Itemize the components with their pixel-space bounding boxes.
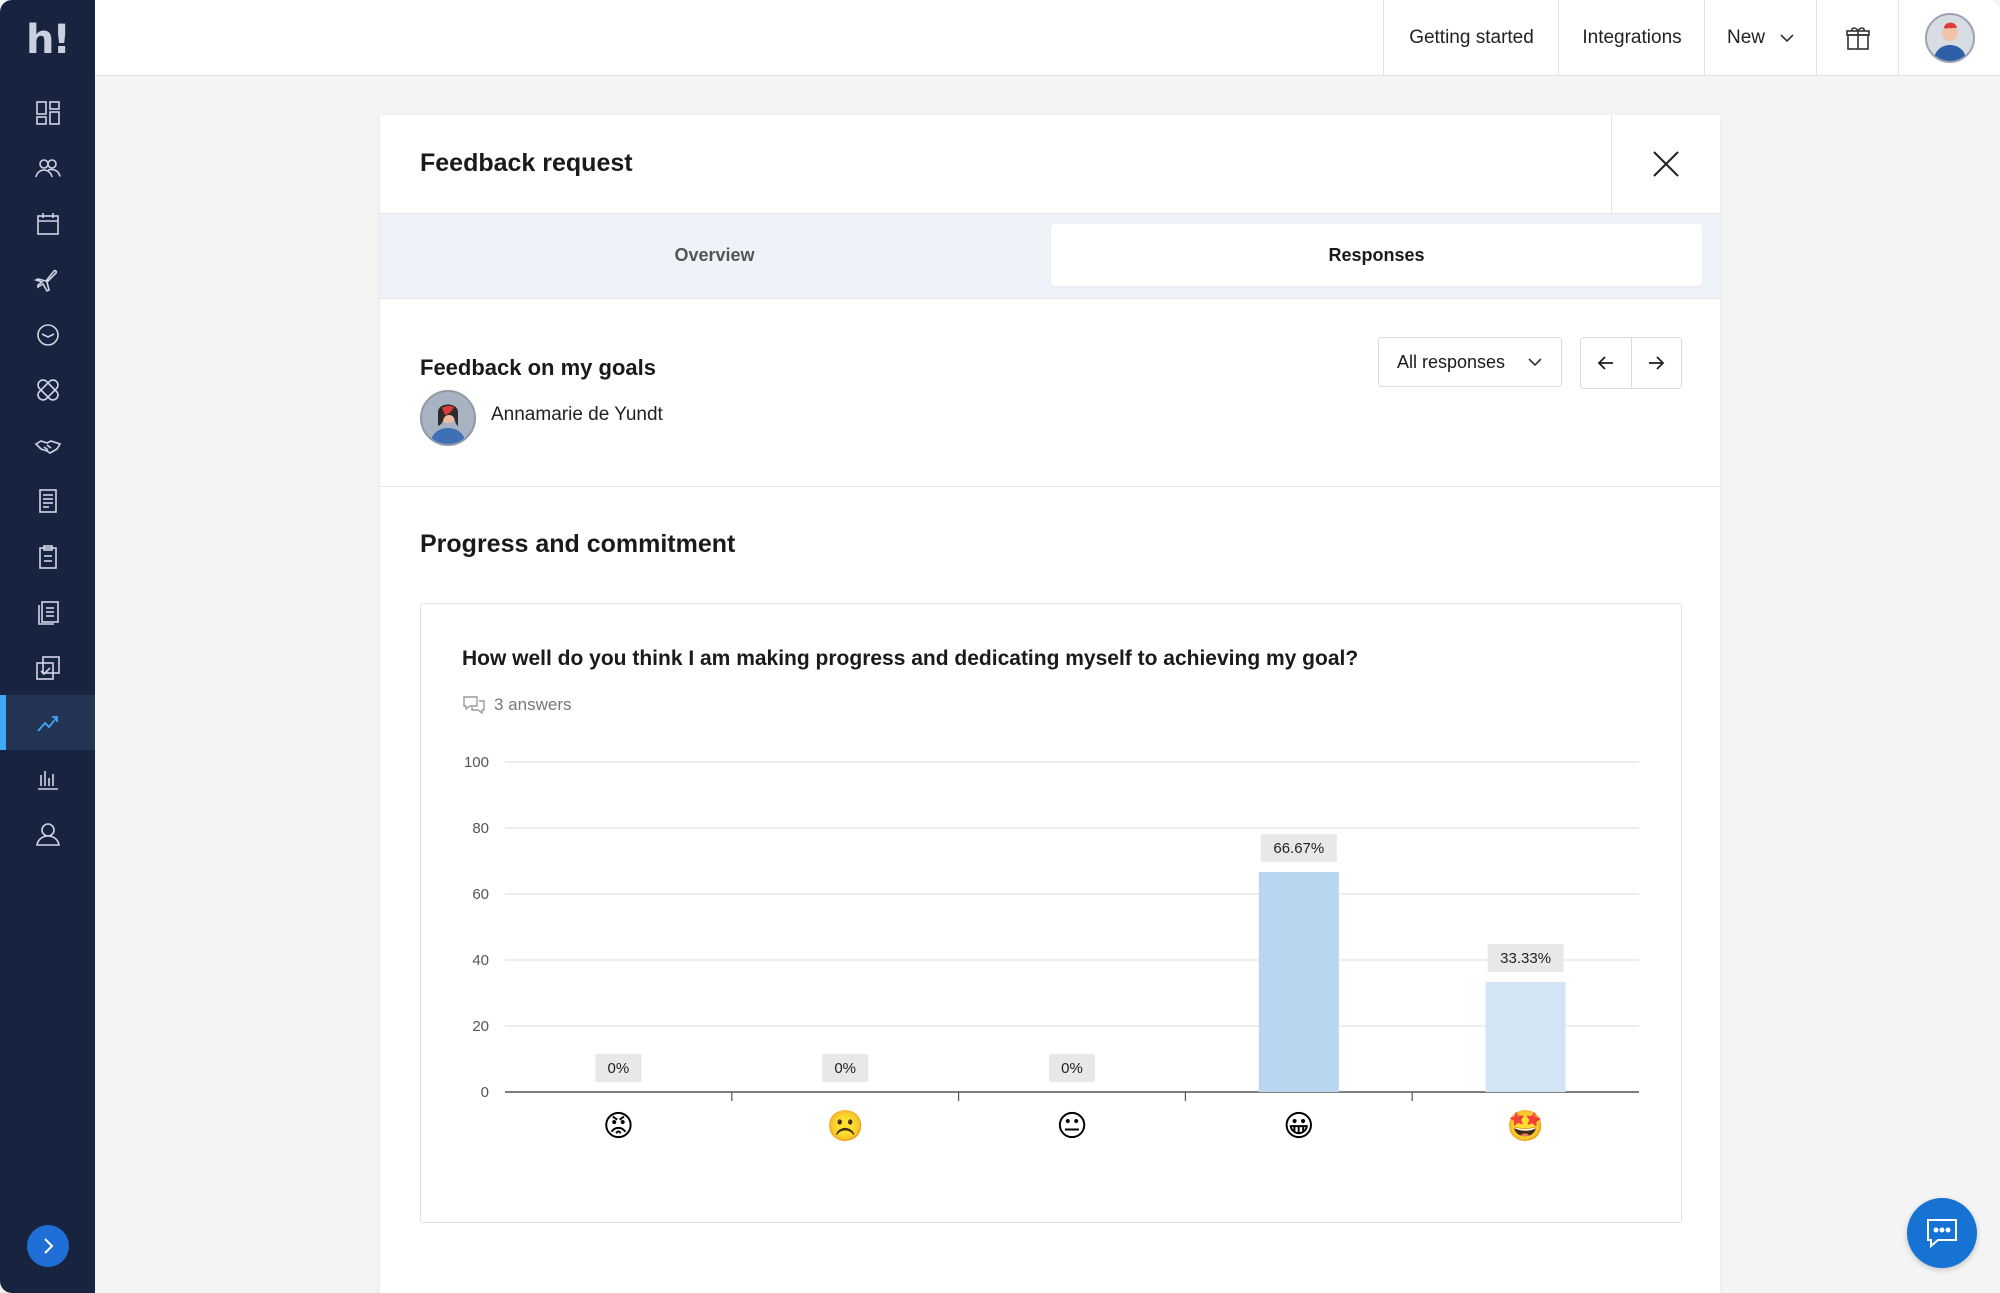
sidebar: h! bbox=[0, 0, 95, 1293]
sidebar-item-calendar[interactable] bbox=[0, 196, 95, 251]
clipboard-icon bbox=[38, 544, 57, 569]
close-icon bbox=[1653, 151, 1679, 177]
sidebar-item-performance[interactable] bbox=[0, 695, 95, 750]
gift-button[interactable] bbox=[1816, 0, 1899, 75]
bandage-icon bbox=[36, 378, 59, 401]
data-label: 33.33% bbox=[1500, 950, 1551, 967]
chevron-right-icon bbox=[44, 1238, 54, 1254]
y-tick-label: 20 bbox=[472, 1018, 489, 1035]
data-label: 0% bbox=[1061, 1060, 1083, 1077]
y-tick-label: 40 bbox=[472, 952, 489, 969]
dashboard-icon bbox=[35, 100, 60, 125]
sidebar-item-checklists[interactable] bbox=[0, 640, 95, 695]
receipt-icon bbox=[38, 488, 57, 513]
chat-button[interactable] bbox=[1907, 1198, 1977, 1268]
calendar-icon bbox=[36, 212, 59, 235]
y-tick-label: 80 bbox=[472, 820, 489, 837]
checklist-icon bbox=[35, 655, 60, 680]
y-tick-label: 0 bbox=[481, 1084, 489, 1101]
getting-started-label: Getting started bbox=[1409, 26, 1534, 48]
data-label-box bbox=[595, 1054, 642, 1082]
feedback-subject: Feedback on my goals bbox=[420, 355, 656, 380]
bar bbox=[1485, 982, 1566, 1092]
question-card: How well do you think I am making progre… bbox=[420, 603, 1682, 1223]
answers-count-label: 3 answers bbox=[494, 695, 572, 714]
feedback-header: Feedback on my goals Annamarie de Yundt … bbox=[380, 299, 1720, 487]
close-button[interactable] bbox=[1611, 115, 1720, 213]
new-label: New bbox=[1726, 26, 1765, 48]
clock-icon bbox=[36, 323, 59, 346]
people-icon bbox=[34, 158, 61, 177]
modal-title: Feedback request bbox=[420, 149, 633, 177]
modal-header: Feedback request bbox=[380, 115, 1720, 214]
integrations-link[interactable]: Integrations bbox=[1558, 0, 1705, 75]
bar bbox=[1258, 871, 1339, 1092]
category-emoji-label: 😐 bbox=[1056, 1109, 1087, 1144]
sidebar-item-absence[interactable] bbox=[0, 251, 95, 306]
feedback-request-modal: Feedback request Overview Responses Feed… bbox=[380, 115, 1720, 1293]
tab-responses[interactable]: Responses bbox=[1051, 224, 1702, 286]
handshake-icon bbox=[34, 439, 61, 454]
tab-overview-label: Overview bbox=[674, 244, 755, 265]
top-bar: Getting started Integrations New bbox=[95, 0, 2000, 76]
sidebar-item-sick-leave[interactable] bbox=[0, 362, 95, 417]
data-label-box bbox=[1260, 833, 1337, 862]
sidebar-item-people[interactable] bbox=[0, 140, 95, 195]
category-emoji-label: 😡 bbox=[603, 1109, 634, 1144]
responses-filter-value: All responses bbox=[1397, 351, 1506, 372]
sidebar-item-analytics[interactable] bbox=[0, 751, 95, 806]
sidebar-item-dashboard[interactable] bbox=[0, 85, 95, 140]
user-icon bbox=[35, 822, 60, 846]
performance-icon bbox=[36, 715, 58, 732]
next-response-button[interactable] bbox=[1630, 338, 1682, 388]
response-bar-chart: 0 20 40 60 80 100 0% 😡 0% ☹️ 0% 😐 66.67% 😀 33.33% 🤩 bbox=[464, 754, 1639, 1144]
tab-responses-label: Responses bbox=[1328, 244, 1425, 265]
section-title: Progress and commitment bbox=[420, 530, 736, 558]
sidebar-item-payroll[interactable] bbox=[0, 473, 95, 528]
gift-icon bbox=[1846, 26, 1870, 50]
analytics-icon bbox=[37, 770, 58, 790]
data-label: 0% bbox=[608, 1060, 630, 1077]
category-emoji-label: 🤩 bbox=[1507, 1109, 1544, 1144]
chevron-down-icon bbox=[1780, 33, 1794, 42]
question-text: How well do you think I am making progre… bbox=[462, 647, 1359, 670]
account-menu[interactable] bbox=[1898, 0, 2000, 75]
arrow-right-icon bbox=[1649, 356, 1665, 370]
logo: h! bbox=[26, 17, 71, 63]
responses-filter-select[interactable]: All responses bbox=[1378, 337, 1562, 387]
getting-started-link[interactable]: Getting started bbox=[1383, 0, 1559, 75]
answers-count: 3 answers bbox=[462, 694, 571, 716]
arrow-left-icon bbox=[1597, 356, 1613, 370]
response-pager bbox=[1580, 337, 1682, 389]
person-name: Annamarie de Yundt bbox=[491, 404, 663, 425]
sidebar-item-onboarding[interactable] bbox=[0, 418, 95, 473]
chevron-down-icon bbox=[1528, 358, 1542, 367]
previous-response-button[interactable] bbox=[1581, 338, 1631, 388]
sidebar-item-profile[interactable] bbox=[0, 806, 95, 861]
expand-sidebar-button[interactable] bbox=[27, 1225, 69, 1267]
tab-overview[interactable]: Overview bbox=[392, 224, 1037, 286]
comments-icon bbox=[463, 696, 485, 715]
new-dropdown[interactable]: New bbox=[1704, 0, 1817, 75]
data-label-box bbox=[822, 1054, 869, 1082]
data-label: 66.67% bbox=[1273, 840, 1324, 857]
documents-icon bbox=[37, 600, 59, 625]
y-tick-label: 100 bbox=[464, 754, 489, 771]
data-label-box bbox=[1487, 944, 1564, 973]
y-tick-label: 60 bbox=[472, 886, 489, 903]
avatar bbox=[1925, 12, 1975, 63]
data-label: 0% bbox=[834, 1060, 856, 1077]
sidebar-item-tasks[interactable] bbox=[0, 529, 95, 584]
sidebar-item-time[interactable] bbox=[0, 307, 95, 362]
category-emoji-label: ☹️ bbox=[827, 1109, 864, 1144]
category-emoji-label: 😀 bbox=[1283, 1109, 1314, 1144]
integrations-label: Integrations bbox=[1582, 26, 1682, 48]
person-avatar bbox=[420, 390, 476, 446]
chat-icon bbox=[1927, 1219, 1957, 1249]
modal-tabs: Overview Responses bbox=[380, 214, 1720, 299]
data-label-box bbox=[1049, 1054, 1095, 1082]
sidebar-item-documents[interactable] bbox=[0, 584, 95, 639]
plane-icon bbox=[33, 269, 57, 292]
